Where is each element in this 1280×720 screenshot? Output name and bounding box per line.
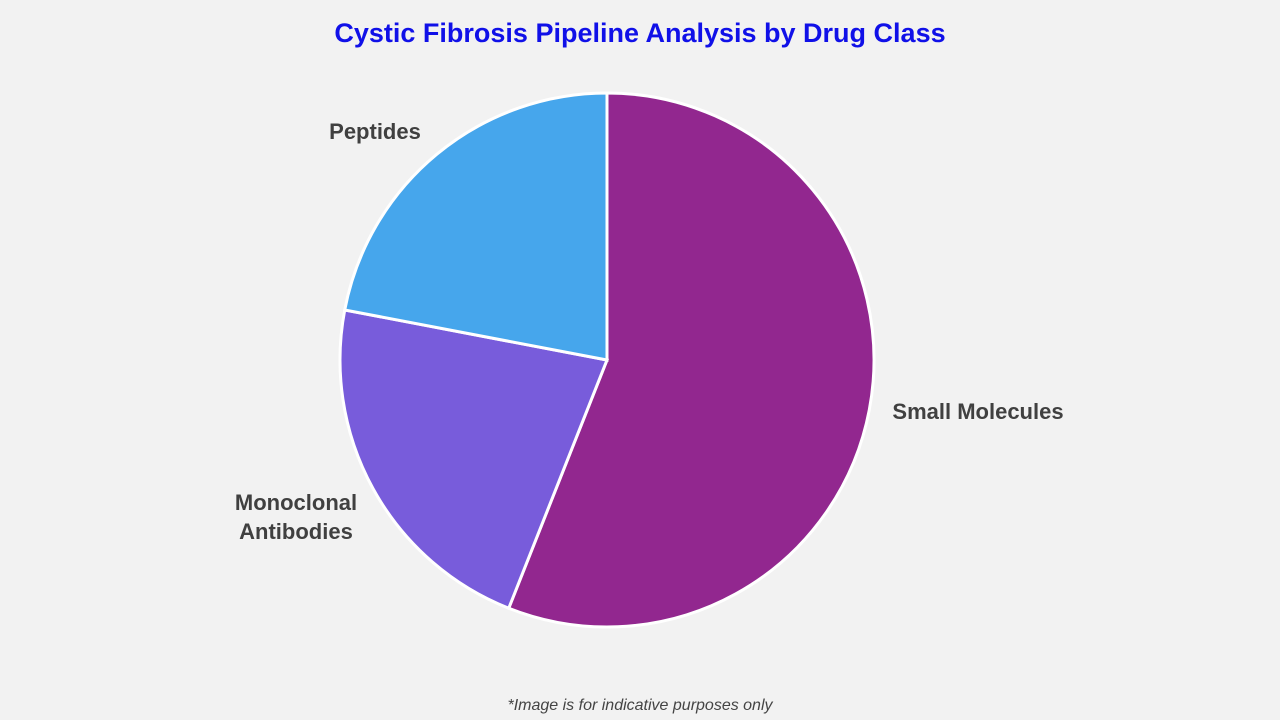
slice-label-peptides: Peptides <box>329 119 421 144</box>
pie-slice-monoclonal-antibodies <box>338 308 610 611</box>
pie-slice-small-molecules <box>506 91 876 629</box>
chart-title: Cystic Fibrosis Pipeline Analysis by Dru… <box>334 18 946 48</box>
footnote: *Image is for indicative purposes only <box>507 697 773 714</box>
pie-slice-peptides <box>342 91 609 362</box>
slice-label-small-molecules: Small Molecules <box>892 399 1063 424</box>
slice-label-monoclonal-antibodies: Monoclonal Antibodies <box>235 490 357 544</box>
